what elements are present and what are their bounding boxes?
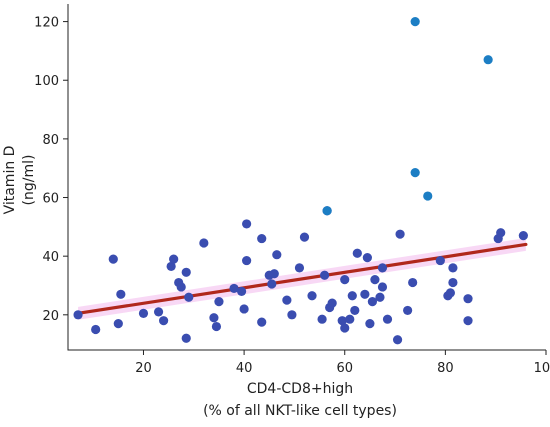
data-point — [299, 232, 310, 242]
data-point — [352, 248, 362, 258]
data-point — [138, 308, 149, 318]
axes — [67, 4, 546, 351]
x-axis-title-line-1: CD4-CD8+high — [247, 381, 353, 397]
data-point — [176, 282, 186, 292]
data-point — [181, 333, 191, 343]
data-point — [211, 321, 222, 332]
data-point — [496, 228, 506, 238]
outlier-point — [483, 55, 493, 65]
axis-frame — [67, 4, 546, 351]
y-tick-label: 80 — [42, 133, 59, 148]
data-point — [181, 267, 191, 277]
data-point — [159, 316, 169, 326]
data-point — [340, 275, 350, 285]
data-point — [403, 305, 413, 316]
data-point — [345, 314, 355, 324]
trend-line — [76, 242, 528, 315]
data-point — [153, 307, 164, 317]
data-point — [463, 316, 473, 326]
data-point — [340, 323, 350, 333]
x-axis-ticks: 20 40 60 80 100 — [135, 350, 550, 376]
data-point — [375, 292, 385, 302]
data-point — [257, 233, 267, 244]
outlier-point — [423, 191, 433, 201]
data-point — [395, 229, 405, 239]
data-point — [239, 304, 249, 314]
data-point — [382, 314, 393, 324]
data-point — [445, 288, 455, 298]
data-point — [370, 275, 380, 285]
data-point — [518, 231, 528, 241]
data-point — [236, 286, 247, 296]
data-point — [320, 270, 330, 280]
data-point — [317, 314, 327, 324]
data-point — [365, 319, 375, 329]
data-point — [435, 255, 445, 266]
x-tick-label: 40 — [236, 361, 253, 376]
y-tick-label: 40 — [42, 250, 59, 265]
y-axis-title-line-2: (ng/ml) — [21, 155, 37, 206]
data-point — [377, 282, 388, 292]
data-point — [377, 263, 388, 273]
data-point — [448, 263, 458, 273]
x-tick-label: 60 — [336, 361, 353, 376]
x-axis-title-line-2: (% of all NKT-like cell types) — [203, 403, 397, 419]
data-point — [116, 289, 126, 299]
data-point — [307, 291, 317, 301]
x-tick-label: 20 — [135, 361, 152, 376]
outlier-point — [322, 206, 332, 216]
data-point — [108, 254, 118, 264]
data-point — [209, 313, 219, 323]
data-point — [448, 277, 458, 288]
data-point — [360, 289, 370, 299]
y-axis-ticks: 20 40 60 80 100 120 — [34, 16, 68, 324]
data-point — [362, 253, 372, 263]
data-point — [214, 297, 224, 307]
data-point — [229, 283, 239, 294]
trend-line-layer — [76, 242, 528, 315]
y-axis-title-line-1: Vitamin D — [2, 146, 18, 215]
y-tick-label: 20 — [42, 309, 59, 324]
data-point — [199, 238, 209, 248]
data-point — [350, 305, 360, 316]
data-point — [269, 269, 279, 279]
outlier-point — [410, 16, 420, 27]
data-point — [91, 324, 101, 335]
data-point — [242, 219, 252, 229]
data-point — [73, 310, 83, 320]
data-point — [113, 319, 123, 329]
data-point — [294, 263, 305, 273]
x-tick-label: 100 — [534, 361, 550, 376]
data-point — [242, 255, 252, 266]
data-point — [367, 297, 378, 307]
outlier-point — [410, 168, 420, 178]
data-point — [282, 295, 292, 305]
data-point — [337, 316, 347, 326]
data-point — [408, 277, 418, 288]
data-point — [287, 310, 297, 320]
y-tick-label: 60 — [42, 192, 59, 207]
data-point — [257, 317, 267, 327]
y-tick-label: 120 — [34, 16, 59, 31]
y-tick-label: 100 — [34, 74, 59, 89]
x-tick-label: 80 — [437, 361, 454, 376]
data-point — [272, 250, 282, 260]
data-point — [327, 298, 337, 308]
data-point — [267, 279, 277, 289]
data-point — [169, 254, 179, 264]
data-point — [184, 292, 194, 302]
data-point — [463, 294, 473, 304]
data-point — [166, 261, 176, 272]
data-point — [347, 291, 357, 301]
data-point — [392, 335, 403, 345]
data-points-layer — [73, 16, 528, 345]
